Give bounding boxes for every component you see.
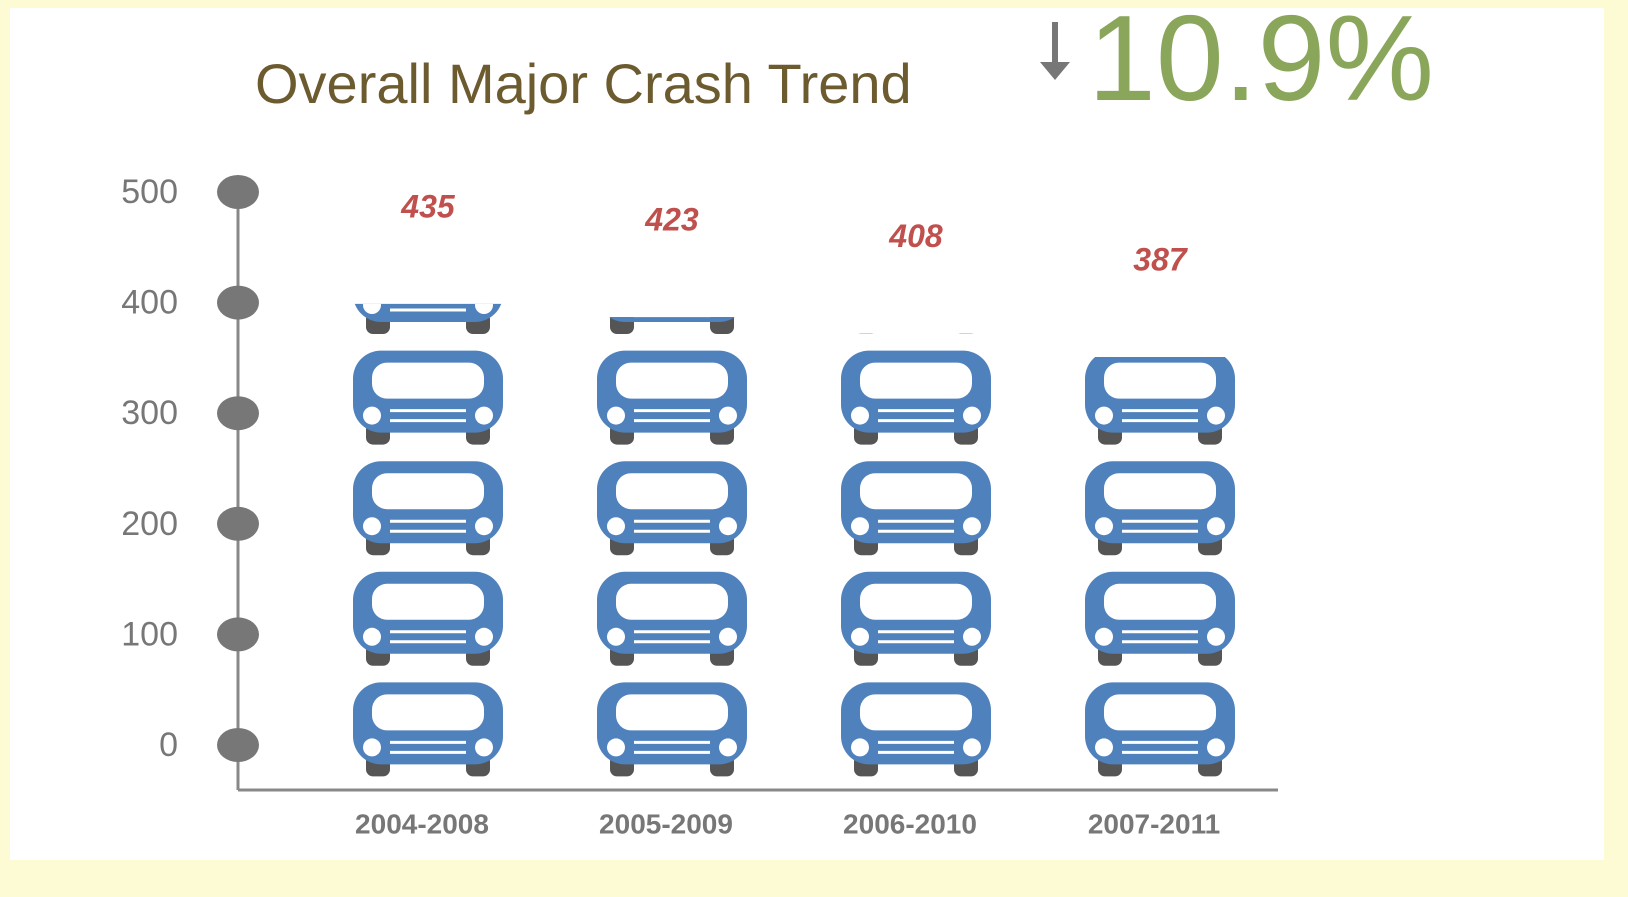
- panel: [10, 8, 1604, 860]
- car-stack: [841, 333, 991, 777]
- y-tick-label: 200: [121, 505, 178, 543]
- y-tick-label: 400: [121, 284, 178, 322]
- car-light: [1095, 627, 1113, 646]
- car-light: [607, 627, 625, 646]
- car-window: [1104, 694, 1216, 731]
- car-light: [963, 406, 981, 425]
- car-window: [860, 473, 972, 510]
- car-light: [475, 738, 493, 757]
- car-light: [719, 627, 737, 646]
- x-tick-label: 2004-2008: [355, 808, 489, 839]
- car-light: [1207, 627, 1225, 646]
- y-tick-label: 500: [121, 173, 178, 211]
- car-light: [363, 517, 381, 536]
- car-body: [354, 303, 502, 322]
- car-window: [372, 583, 484, 620]
- car-light: [719, 517, 737, 536]
- car-light: [719, 738, 737, 757]
- car-light: [851, 738, 869, 757]
- car-window: [372, 694, 484, 731]
- car-light: [475, 406, 493, 425]
- car-wheel: [859, 333, 873, 334]
- tick-dot: [217, 396, 259, 431]
- car-light: [1207, 517, 1225, 536]
- car-window: [372, 473, 484, 510]
- x-tick-label: 2006-2010: [843, 808, 977, 839]
- car-light: [963, 627, 981, 646]
- car-light: [475, 627, 493, 646]
- car-window: [860, 362, 972, 399]
- car-light: [963, 517, 981, 536]
- value-label: 387: [1133, 241, 1189, 277]
- car-body: [609, 317, 735, 322]
- car-light: [1095, 406, 1113, 425]
- car-light: [475, 303, 493, 314]
- tick-dot: [217, 506, 259, 541]
- car-light: [363, 303, 381, 314]
- tick-dot: [217, 285, 259, 320]
- x-tick-label: 2005-2009: [599, 808, 733, 839]
- car-stack: [597, 317, 747, 777]
- trend-percent: 10.9%: [1088, 0, 1434, 126]
- car-light: [1095, 517, 1113, 536]
- car-light: [363, 406, 381, 425]
- tick-dot: [217, 175, 259, 209]
- car-window: [860, 694, 972, 731]
- car-light: [851, 406, 869, 425]
- car-wheel: [959, 333, 973, 334]
- car-light: [475, 517, 493, 536]
- car-light: [607, 738, 625, 757]
- y-tick-label: 0: [159, 726, 178, 764]
- car-window: [1104, 583, 1216, 620]
- car-window: [616, 362, 728, 399]
- car-stack: [353, 303, 503, 777]
- car-window: [1104, 362, 1216, 399]
- car-light: [607, 406, 625, 425]
- car-window: [860, 583, 972, 620]
- car-stack: [1085, 356, 1235, 777]
- car-light: [851, 627, 869, 646]
- value-label: 423: [644, 202, 699, 238]
- car-light: [363, 627, 381, 646]
- value-label: 408: [888, 218, 943, 254]
- chart-title: Overall Major Crash Trend: [255, 52, 912, 115]
- down-arrow: [1040, 22, 1070, 80]
- x-tick-label: 2007-2011: [1088, 808, 1220, 839]
- y-tick-label: 300: [121, 394, 178, 432]
- car-window: [616, 694, 728, 731]
- car-light: [963, 738, 981, 757]
- car-light: [1095, 738, 1113, 757]
- car-light: [1207, 738, 1225, 757]
- car-light: [363, 738, 381, 757]
- car-window: [616, 473, 728, 510]
- car-light: [851, 517, 869, 536]
- car-window: [616, 583, 728, 620]
- y-tick-label: 100: [121, 615, 178, 653]
- car-light: [607, 517, 625, 536]
- tick-dot: [217, 728, 259, 762]
- value-label: 435: [400, 188, 456, 224]
- car-window: [1104, 473, 1216, 510]
- car-light: [1207, 406, 1225, 425]
- car-light: [719, 406, 737, 425]
- tick-dot: [217, 617, 259, 652]
- car-window: [372, 362, 484, 399]
